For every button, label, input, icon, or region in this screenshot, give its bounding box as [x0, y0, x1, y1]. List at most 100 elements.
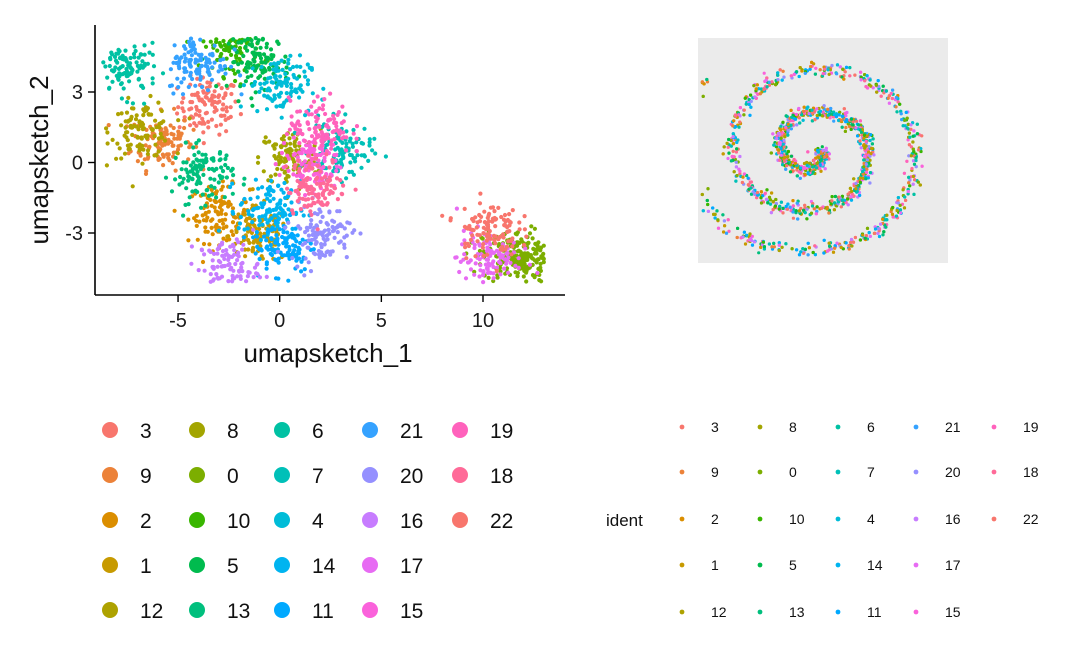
spatial-point — [808, 67, 812, 71]
umap-point — [179, 55, 184, 60]
umap-point — [354, 140, 359, 145]
umap-point — [216, 228, 221, 233]
umap-point — [314, 181, 320, 186]
spatial-point — [761, 240, 766, 244]
umap-point — [334, 152, 339, 157]
spatial-point — [777, 207, 781, 211]
umap-point — [478, 191, 483, 196]
umap-point — [522, 227, 528, 232]
umap-point — [263, 140, 268, 145]
spatial-point — [912, 192, 916, 196]
spatial-point — [851, 120, 855, 124]
umap-point — [241, 83, 246, 88]
umap-point — [151, 64, 157, 69]
umap-point — [167, 158, 172, 163]
umap-point — [131, 106, 136, 111]
umap-point — [302, 138, 308, 144]
umap-point — [212, 60, 217, 65]
spatial-point — [863, 79, 867, 83]
umap-point — [169, 189, 175, 194]
spatial-point — [867, 150, 871, 154]
umap-point — [264, 238, 269, 243]
spatial-point — [789, 154, 794, 158]
umap-point — [214, 189, 219, 194]
umap-point — [222, 195, 227, 200]
spatial-point — [715, 209, 719, 213]
spatial-point — [867, 231, 871, 235]
umap-point — [359, 140, 364, 146]
umap-point — [214, 108, 219, 113]
spatial-point — [825, 249, 830, 253]
umap-point — [262, 81, 267, 86]
umap-point — [463, 276, 469, 281]
umap-point — [297, 109, 303, 114]
spatial-point — [783, 135, 787, 139]
umap-point — [272, 146, 277, 151]
umap-point — [286, 61, 291, 66]
spatial-point — [838, 65, 842, 69]
spatial-point — [806, 253, 810, 257]
spatial-point — [790, 247, 794, 251]
umap-point — [262, 93, 267, 98]
umap-point — [305, 175, 310, 181]
umap-point — [122, 133, 127, 138]
spatial-point — [734, 150, 739, 154]
umap-point — [288, 53, 293, 58]
umap-point — [236, 62, 241, 67]
umap-point — [313, 177, 319, 182]
umap-point — [170, 143, 175, 148]
umap-point — [250, 66, 255, 71]
spatial-point — [781, 211, 785, 215]
umap-point — [256, 155, 261, 160]
spatial-point — [844, 241, 848, 245]
umap-point — [143, 143, 148, 148]
spatial-point — [716, 218, 720, 222]
spatial-point — [778, 68, 782, 72]
umap-point — [250, 207, 256, 213]
umap-point — [206, 209, 211, 214]
umap-point — [306, 233, 311, 238]
umap-point — [347, 221, 352, 226]
spatial-point — [881, 84, 885, 88]
spatial-point — [752, 84, 756, 88]
umap-point — [272, 75, 277, 80]
umap-point — [176, 85, 181, 90]
umap-point — [220, 184, 225, 189]
umap-point — [294, 258, 299, 263]
umap-point — [326, 118, 331, 123]
umap-point — [300, 132, 305, 137]
umap-point — [367, 137, 372, 142]
umap-point — [283, 212, 288, 217]
umap-point — [309, 212, 314, 217]
umap-point — [272, 227, 277, 232]
umap-point — [125, 73, 130, 78]
umap-point — [243, 65, 249, 70]
spatial-point — [849, 237, 854, 242]
umap-point — [118, 82, 124, 87]
umap-point — [231, 268, 236, 273]
spatial-point — [864, 234, 869, 238]
umap-point — [201, 172, 206, 177]
spatial-point — [749, 93, 753, 97]
umap-point — [351, 131, 356, 136]
spatial-point — [835, 72, 839, 76]
spatial-point — [814, 212, 818, 216]
umap-point — [195, 237, 200, 242]
spatial-point — [844, 201, 848, 205]
umap-point — [109, 50, 114, 55]
umap-point — [488, 236, 493, 241]
umap-point — [495, 273, 500, 278]
umap-point — [271, 54, 276, 59]
spatial-point — [757, 251, 761, 255]
umap-point — [328, 252, 333, 257]
umap-point — [135, 134, 140, 139]
umap-point — [252, 265, 258, 270]
umap-point — [196, 268, 201, 273]
umap-points — [101, 36, 546, 285]
umap-point — [180, 92, 186, 97]
spatial-point — [814, 152, 818, 156]
umap-point — [250, 103, 255, 108]
umap-point — [304, 109, 309, 114]
umap-point — [157, 121, 162, 126]
umap-point — [139, 52, 144, 57]
